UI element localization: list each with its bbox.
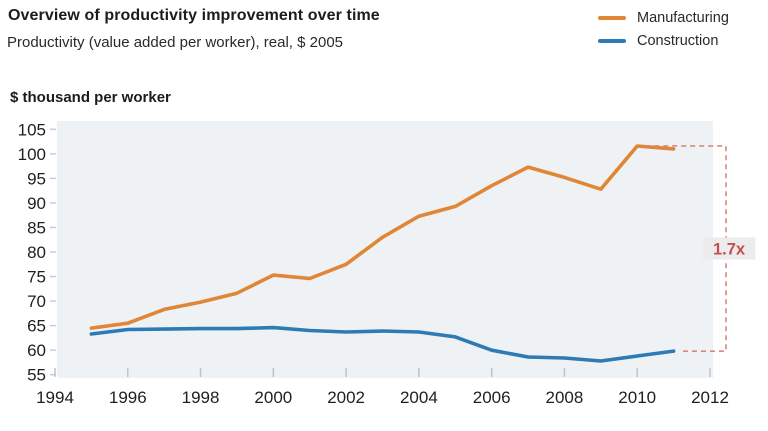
- y-tick-label: 95: [27, 169, 46, 188]
- x-tick-label: 1998: [182, 388, 220, 407]
- y-tick-label: 90: [27, 194, 46, 213]
- x-tick-label: 2008: [546, 388, 584, 407]
- x-tick-label: 1996: [109, 388, 147, 407]
- y-tick-label: 55: [27, 366, 46, 385]
- legend-item-manufacturing: Manufacturing: [598, 6, 729, 29]
- manufacturing-line-swatch: [598, 15, 626, 20]
- y-tick-label: 75: [27, 267, 46, 286]
- series-line-manufacturing: [89, 144, 676, 330]
- legend-item-construction: Construction: [598, 29, 729, 52]
- x-tick-label: 2002: [327, 388, 365, 407]
- ratio-label-bg: [702, 237, 756, 260]
- plot-area: [57, 121, 713, 378]
- y-tick-label: 85: [27, 218, 46, 237]
- ratio-label: 1.7x: [713, 240, 746, 258]
- y-tick-label: 100: [18, 145, 46, 164]
- legend: Manufacturing Construction: [598, 6, 729, 52]
- y-tick-label: 80: [27, 243, 46, 262]
- x-tick-label: 2000: [254, 388, 292, 407]
- legend-label-construction: Construction: [637, 32, 719, 49]
- y-tick-label: 105: [18, 120, 46, 139]
- construction-line-swatch: [598, 38, 626, 43]
- chart-subtitle: Productivity (value added per worker), r…: [7, 34, 344, 51]
- chart-title: Overview of productivity improvement ove…: [8, 7, 380, 24]
- x-tick-label: 2010: [618, 388, 656, 407]
- x-tick-label: 2012: [691, 388, 729, 407]
- x-tick-label: 2004: [400, 388, 438, 407]
- y-tick-label: 65: [27, 317, 46, 336]
- series-line-construction: [89, 325, 676, 363]
- y-axis-unit-label: $ thousand per worker: [10, 89, 171, 106]
- y-tick-label: 60: [27, 341, 46, 360]
- x-tick-label: 1994: [36, 388, 74, 407]
- x-tick-label: 2006: [473, 388, 511, 407]
- y-tick-label: 70: [27, 292, 46, 311]
- legend-label-manufacturing: Manufacturing: [637, 9, 729, 26]
